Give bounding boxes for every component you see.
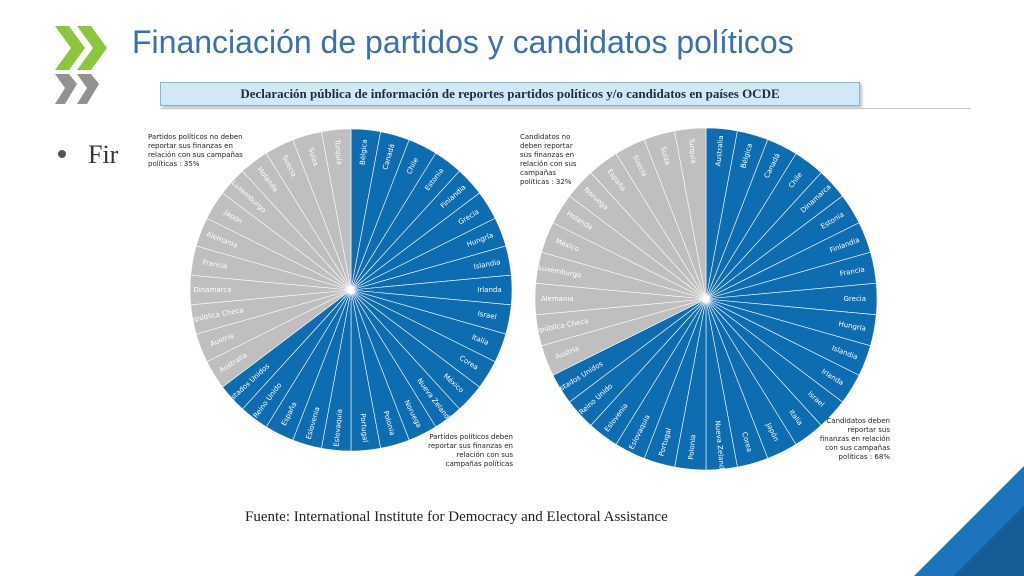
pie-slice — [674, 127, 707, 300]
bullet-icon — [58, 150, 66, 158]
pie-slice-label: Portugal — [358, 413, 369, 443]
pie-slice-label: Australia — [714, 135, 725, 167]
pie-slice-label: Turquía — [687, 137, 697, 164]
pie-slice-label: Eslovaquia — [332, 409, 343, 447]
oecd-logo — [55, 26, 107, 104]
pie-slice-label: Bélgica — [359, 139, 369, 165]
pie-slice — [321, 128, 352, 291]
pie-slice-label: Turquía — [333, 138, 343, 165]
pie-slice-label: Israel — [477, 310, 497, 321]
pie-chart-1: Bélgica Canadá ChileEstoniaFinlandiaGrecia… — [186, 128, 513, 452]
pie-slice-label: Irlanda — [477, 286, 501, 294]
chart-subtitle-banner: Declaración pública de información de re… — [160, 82, 860, 106]
pie-slice-label: Alemania — [541, 295, 574, 303]
chart1-note-positive: Partidos políticos deben reportar sus fi… — [428, 433, 513, 468]
pie-slice-label: Dinamarca — [194, 286, 232, 294]
page-title: Financiación de partidos y candidatos po… — [132, 24, 794, 60]
title-divider — [160, 108, 970, 109]
chart1-note-negative: Partidos políticos no deben reportar sus… — [148, 133, 243, 168]
chart2-note-negative: Candidatos no deben reportar sus finanza… — [520, 133, 577, 186]
pie-slice-label: Grecia — [843, 295, 866, 303]
pie-slice-label: Polonia — [687, 434, 697, 460]
source-note: Fuente: International Institute for Demo… — [245, 509, 668, 525]
corner-decoration — [914, 466, 1024, 576]
chart2-note-positive: Candidatos deben reportar sus finanzas e… — [819, 417, 890, 461]
bullet-text: Fir — [88, 140, 119, 169]
pie-chart-2: Australia Bélgica CanadáChileDinamarcaEsto… — [530, 127, 878, 474]
